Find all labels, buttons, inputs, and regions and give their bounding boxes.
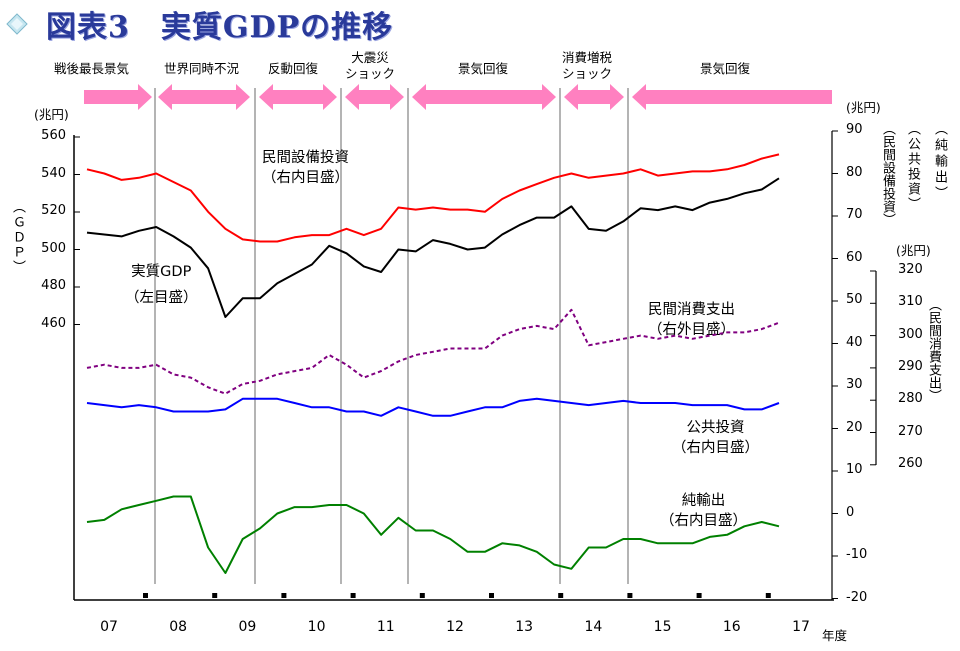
right-tick-label: 40 xyxy=(846,334,863,350)
left-tick-label: 540 xyxy=(41,165,66,181)
left-tick-label: 480 xyxy=(41,278,66,293)
right-axis-label-netexport: （純輸出） xyxy=(932,122,947,202)
title-row: 図表3 実質GDPの推移 xyxy=(6,4,394,45)
x-tick-label: 09 xyxy=(238,619,257,635)
capex-label-name: 民間設備投資 xyxy=(262,150,349,166)
consumption-label-name: 民間消費支出 xyxy=(648,302,735,318)
public-label-axis: （右内目盛） xyxy=(672,440,759,456)
consumption-line xyxy=(86,308,780,395)
right-tick-label: 10 xyxy=(846,462,863,477)
left-axis-label: （ＧＤＰ） xyxy=(10,200,25,275)
right-tick-label: 80 xyxy=(846,164,863,180)
x-tick-label: 13 xyxy=(515,619,534,635)
left-tick-label: 500 xyxy=(41,240,66,256)
phase-label-2: 世界同時不況 xyxy=(164,61,240,76)
diamond-icon xyxy=(6,13,28,35)
gdp-label-name: 実質GDP xyxy=(131,264,192,280)
x-year-marker xyxy=(489,593,494,598)
phase-arrow-7 xyxy=(632,84,832,110)
x-year-marker xyxy=(212,593,218,598)
capex-line xyxy=(86,153,780,243)
netexport-label-axis: （右内目盛） xyxy=(660,513,747,529)
x-tick-label: 12 xyxy=(446,619,464,635)
public-label-name: 公共投資 xyxy=(686,420,745,436)
x-axis-unit: 年度 xyxy=(822,628,848,643)
right2-tick-label: 300 xyxy=(898,326,923,342)
left-tick-label: 460 xyxy=(41,315,66,331)
netexport-line xyxy=(86,495,780,574)
x-year-marker xyxy=(281,593,287,598)
public-label: 公共投資 （右内目盛） xyxy=(672,418,759,458)
gdp-line xyxy=(86,177,780,318)
phase-label-6: 消費増税 ショック xyxy=(562,50,613,81)
left-tick-label: 520 xyxy=(41,203,66,218)
x-tick-label: 16 xyxy=(722,619,741,635)
right2-tick-label: 320 xyxy=(898,262,923,277)
phase-arrow-6 xyxy=(564,84,624,110)
x-tick-label: 14 xyxy=(584,619,603,635)
x-year-marker xyxy=(765,593,771,598)
x-year-marker xyxy=(143,593,148,598)
right2-tick-label: 290 xyxy=(898,358,923,374)
right-tick-label: -10 xyxy=(846,547,868,562)
right-axis-label-capex: （民間設備投資） xyxy=(880,122,895,226)
right2-axis-label: （民間消費支出） xyxy=(926,298,941,402)
gdp-label: 実質GDP （左目盛） xyxy=(125,262,198,308)
x-year-marker xyxy=(350,593,356,598)
x-tick-label: 17 xyxy=(792,619,810,635)
left-tick-label: 560 xyxy=(41,128,66,143)
right-tick-label: 0 xyxy=(846,504,855,520)
chart-title: 図表3 実質GDPの推移 xyxy=(46,10,394,45)
phase-arrow-3 xyxy=(259,84,337,110)
right2-tick-label: 260 xyxy=(898,455,923,471)
left-axis-unit: (兆円) xyxy=(34,107,69,122)
right-tick-label: -20 xyxy=(846,589,868,605)
right-axis-unit: (兆円) xyxy=(846,100,881,115)
x-tick-label: 07 xyxy=(100,619,118,635)
x-tick-label: 15 xyxy=(653,619,672,635)
x-year-marker xyxy=(419,593,425,598)
capex-label-axis: （右内目盛） xyxy=(262,170,349,186)
right-tick-label: 50 xyxy=(846,292,863,307)
x-tick-label: 11 xyxy=(376,619,395,635)
right-tick-label: 20 xyxy=(846,419,863,435)
right2-axis-unit: (兆円) xyxy=(896,243,931,258)
right-tick-label: 60 xyxy=(846,249,863,265)
phase-label-5: 景気回復 xyxy=(458,61,509,76)
netexport-label-name: 純輸出 xyxy=(681,493,726,509)
public-line xyxy=(86,397,780,417)
x-tick-label: 10 xyxy=(307,619,326,635)
phase-arrow-5 xyxy=(412,84,556,110)
phase-label-1: 戦後最長景気 xyxy=(54,61,130,76)
capex-label: 民間設備投資 （右内目盛） xyxy=(262,148,349,188)
phase-label-4: 大震災 ショック xyxy=(345,50,396,81)
phase-label-7: 景気回復 xyxy=(700,61,751,76)
phase-arrow-4 xyxy=(345,84,404,110)
right-tick-label: 70 xyxy=(846,207,863,222)
netexport-label: 純輸出 （右内目盛） xyxy=(660,491,747,531)
right-tick-label: 90 xyxy=(846,122,863,137)
phase-arrow-1 xyxy=(84,84,152,110)
right2-tick-label: 270 xyxy=(898,423,923,439)
x-year-marker xyxy=(627,593,633,598)
gdp-label-axis: （左目盛） xyxy=(125,290,198,306)
right2-tick-label: 280 xyxy=(898,391,923,407)
x-year-marker xyxy=(558,593,564,598)
phase-arrow-2 xyxy=(158,84,250,110)
phase-label-3: 反動回復 xyxy=(268,61,319,76)
x-tick-label: 08 xyxy=(169,619,188,635)
right-axis-label-public: （公共投資） xyxy=(905,122,920,212)
x-year-marker xyxy=(696,593,702,598)
right-tick-label: 30 xyxy=(846,377,863,392)
right2-tick-label: 310 xyxy=(898,294,923,310)
